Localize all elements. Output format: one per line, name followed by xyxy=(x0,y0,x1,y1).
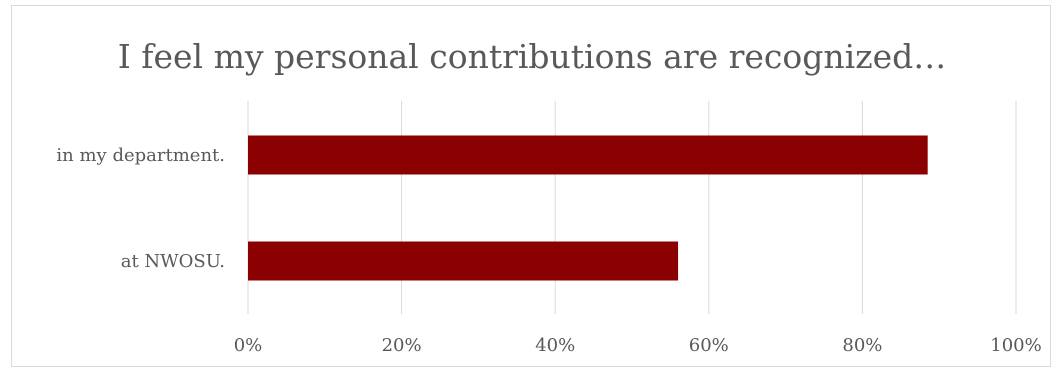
chart-title: I feel my personal contributions are rec… xyxy=(117,37,947,76)
category-labels-group: in my department. at NWOSU. xyxy=(56,145,225,272)
tick-labels-group: 0% 20% 40% 60% 80% 100% xyxy=(234,335,1042,356)
x-tick-label-1: 20% xyxy=(382,335,422,356)
chart-frame: I feel my personal contributions are rec… xyxy=(11,5,1051,367)
category-label-1: at NWOSU. xyxy=(121,251,225,272)
x-tick-label-2: 40% xyxy=(535,335,575,356)
category-label-0: in my department. xyxy=(56,145,225,166)
x-tick-label-5: 100% xyxy=(990,335,1041,356)
bar-0 xyxy=(248,135,928,175)
bars-group xyxy=(248,135,928,281)
bar-1 xyxy=(248,241,679,281)
x-tick-label-4: 80% xyxy=(842,335,882,356)
x-tick-label-3: 60% xyxy=(689,335,729,356)
gridlines-group xyxy=(247,101,1017,314)
x-tick-label-0: 0% xyxy=(234,335,263,356)
